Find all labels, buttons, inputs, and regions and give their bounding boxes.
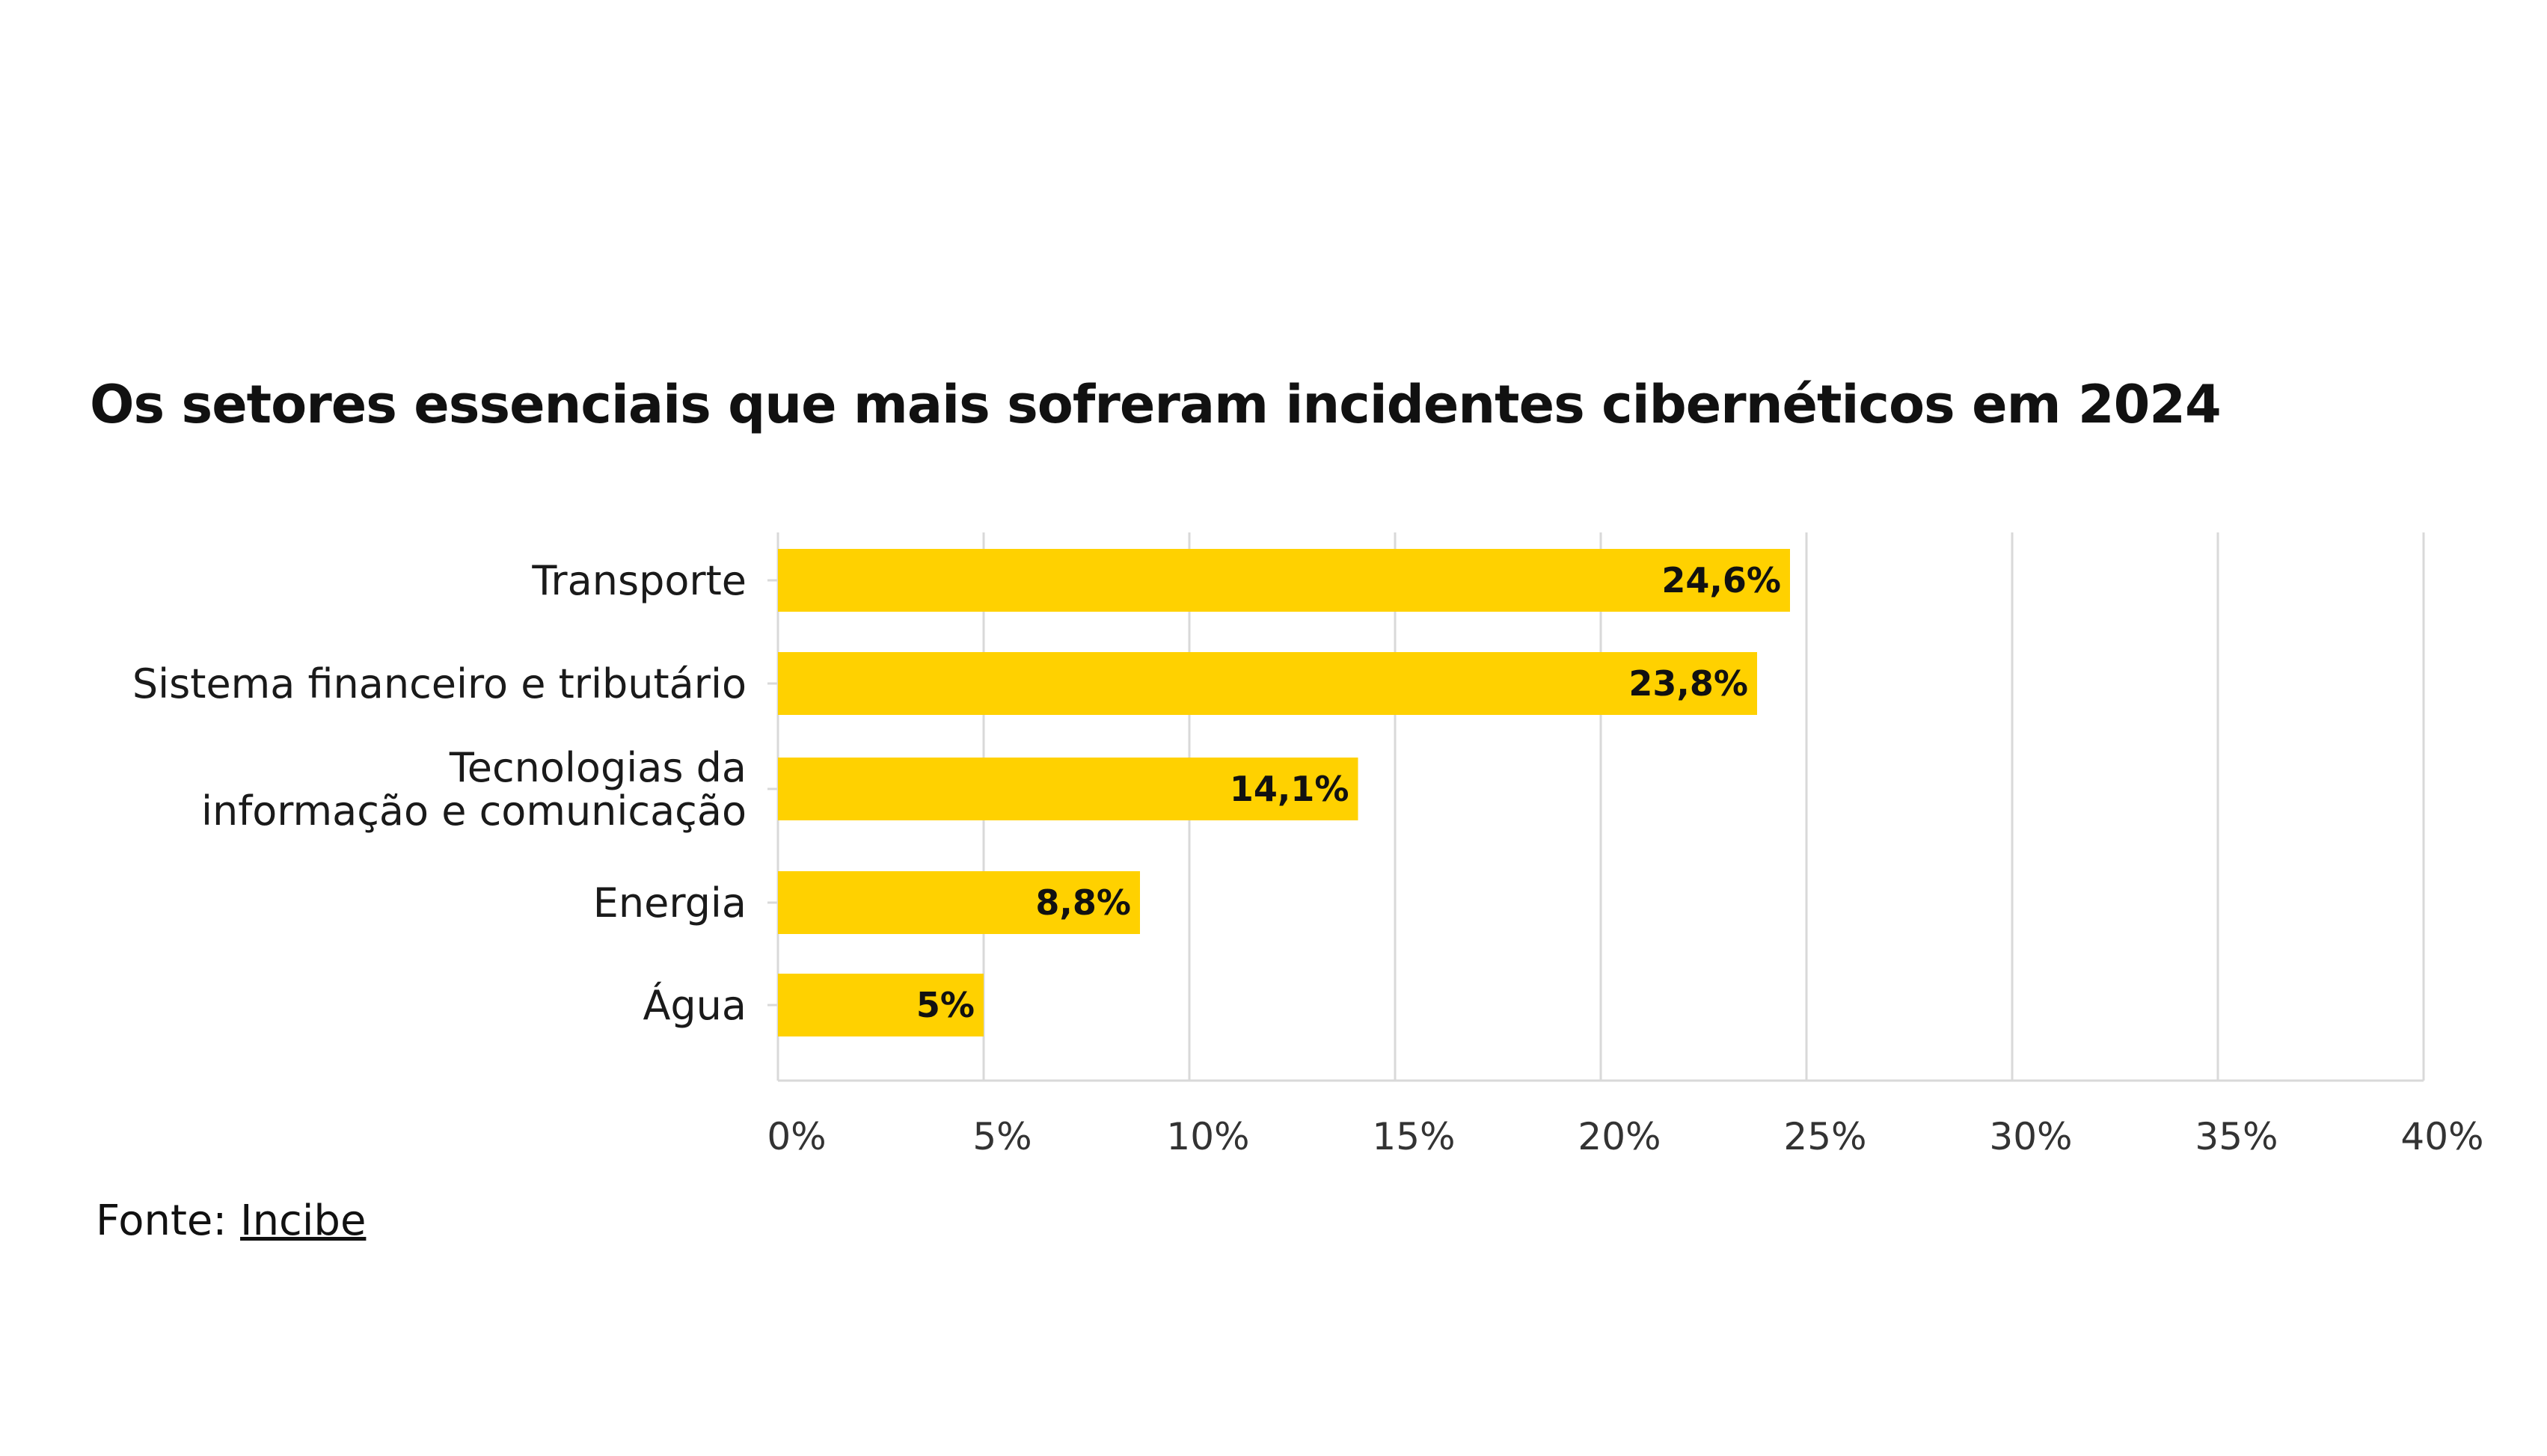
source-link[interactable]: Incibe bbox=[240, 1197, 367, 1245]
category-label: Energia bbox=[593, 879, 747, 927]
x-tick-label: 5% bbox=[972, 1115, 1032, 1158]
bar bbox=[778, 758, 1358, 820]
bar bbox=[778, 549, 1790, 612]
bar bbox=[778, 974, 984, 1036]
value-label: 23,8% bbox=[1628, 663, 1748, 704]
x-tick-label: 0% bbox=[767, 1115, 826, 1158]
category-label: Transporte bbox=[531, 557, 747, 604]
x-tick-label: 30% bbox=[1989, 1115, 2072, 1158]
category-label: Sistema financeiro e tributário bbox=[132, 660, 747, 707]
bar-layer bbox=[778, 549, 1790, 1036]
chart-title: Os setores essenciais que mais sofreram … bbox=[90, 374, 2222, 435]
x-tick-label: 15% bbox=[1372, 1115, 1455, 1158]
source-line: Fonte: Incibe bbox=[96, 1197, 366, 1245]
x-tick-label: 25% bbox=[1783, 1115, 1866, 1158]
x-tick-label: 35% bbox=[2195, 1115, 2278, 1158]
value-label: 8,8% bbox=[1035, 882, 1131, 923]
x-tick-label: 10% bbox=[1166, 1115, 1249, 1158]
bar bbox=[778, 652, 1757, 715]
value-label: 5% bbox=[916, 985, 975, 1025]
category-label: Água bbox=[643, 982, 747, 1029]
value-label: 24,6% bbox=[1661, 560, 1781, 600]
source-prefix: Fonte: bbox=[96, 1197, 241, 1245]
category-label: Tecnologias da informação e comunicação bbox=[201, 744, 747, 835]
x-tick-label: 40% bbox=[2400, 1115, 2483, 1158]
x-tick-label: 20% bbox=[1578, 1115, 1661, 1158]
label-layer: 0% 5% 10% 15% 20% 25% 30% 35% 40% 24,6% Transporte… bbox=[132, 557, 2484, 1158]
bar bbox=[778, 871, 1140, 934]
value-label: 14,1% bbox=[1230, 769, 1349, 809]
